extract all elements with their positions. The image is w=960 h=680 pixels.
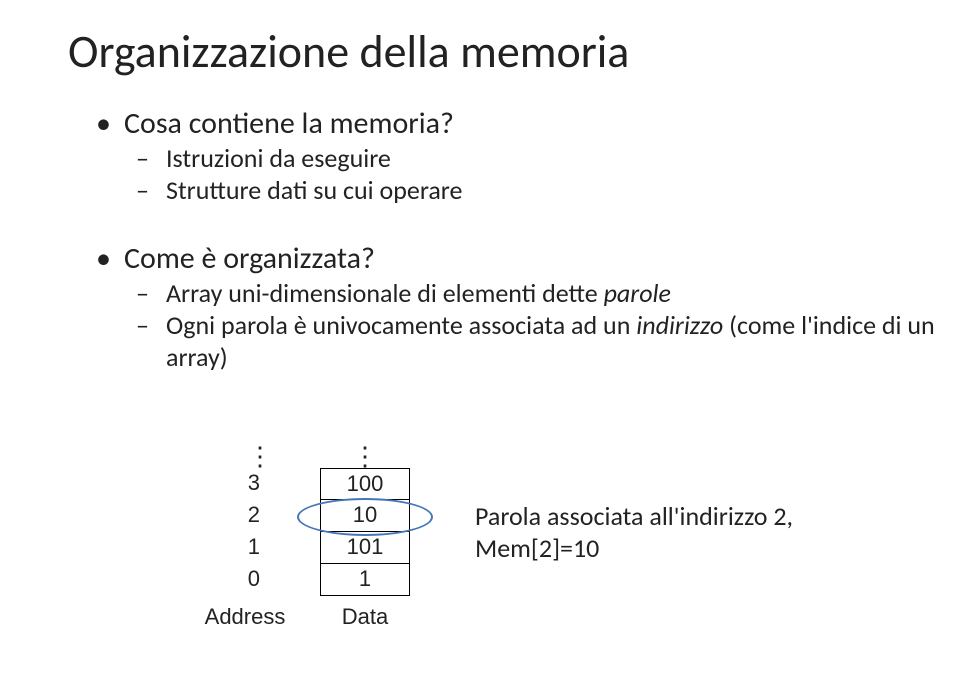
section-2: Come è organizzata? Array uni-dimensiona… bbox=[48, 240, 960, 373]
text-parole: parole bbox=[604, 277, 671, 309]
data-1: 101 bbox=[320, 532, 410, 564]
text-addr-a: Ogni parola è univocamente associata ad … bbox=[166, 309, 636, 341]
addr-1: 1 bbox=[230, 532, 260, 564]
bullet-address: Ogni parola è univocamente associata ad … bbox=[136, 309, 960, 373]
text-array-a: Array uni-dimensionale di elementi dette bbox=[166, 277, 604, 309]
addr-3: 3 bbox=[230, 468, 260, 500]
bullet-structures: Strutture dati su cui operare bbox=[136, 174, 462, 206]
page-title: Organizzazione della memoria bbox=[0, 0, 960, 80]
addr-2: 2 bbox=[230, 500, 260, 532]
highlight-ellipse bbox=[297, 498, 433, 536]
bullet-how-organized: Come è organizzata? bbox=[96, 240, 960, 277]
address-column: ⋮ 3 2 1 0 Address bbox=[230, 450, 290, 630]
data-3: 100 bbox=[320, 468, 410, 500]
bullet-instructions: Istruzioni da eseguire bbox=[136, 142, 462, 174]
addr-0: 0 bbox=[230, 564, 260, 596]
vdots-icon: ⋮ bbox=[320, 450, 410, 468]
text-indirizzo: indirizzo bbox=[636, 309, 723, 341]
address-label: Address bbox=[200, 604, 290, 630]
data-0: 1 bbox=[320, 564, 410, 596]
bullet-array: Array uni-dimensionale di elementi dette… bbox=[136, 277, 960, 309]
memory-diagram: ⋮ 3 2 1 0 Address ⋮ 100 10 101 1 Data Pa… bbox=[175, 450, 875, 675]
section-1: Cosa contiene la memoria? Istruzioni da … bbox=[48, 105, 462, 206]
data-label: Data bbox=[320, 604, 410, 630]
vdots-icon: ⋮ bbox=[230, 450, 290, 468]
bullet-what-contains: Cosa contiene la memoria? bbox=[96, 105, 462, 142]
annotation-text: Parola associata all'indirizzo 2, Mem[2]… bbox=[475, 500, 875, 564]
data-column: ⋮ 100 10 101 1 Data bbox=[320, 450, 410, 630]
